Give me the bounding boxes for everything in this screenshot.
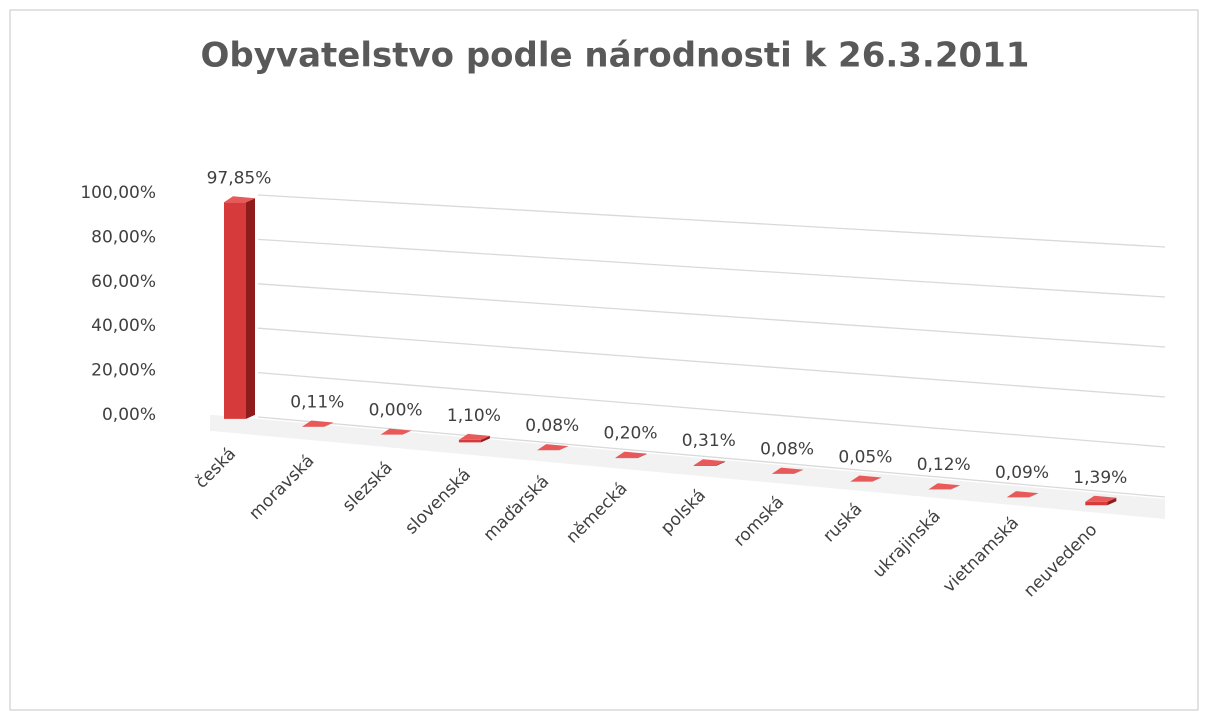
bar-top: [537, 444, 569, 451]
bar: [615, 451, 647, 459]
bar-side: [324, 422, 334, 427]
bar: [772, 467, 804, 474]
value-label: 0,00%: [369, 401, 423, 421]
y-tick-label: 60,00%: [91, 272, 156, 292]
value-label: 0,31%: [682, 431, 736, 451]
y-tick-label: 100,00%: [80, 183, 156, 203]
bar-top: [302, 420, 334, 427]
grid-line: [257, 327, 1166, 398]
bar-side: [559, 446, 569, 451]
value-label: 0,11%: [290, 392, 344, 412]
grid-line: [257, 416, 1166, 498]
y-tick-label: 0,00%: [102, 405, 156, 425]
bar-top: [693, 459, 725, 466]
value-label: 0,12%: [917, 455, 971, 475]
bar: [850, 475, 882, 482]
bar: [537, 444, 569, 451]
bar: [224, 196, 255, 419]
chart-title: Obyvatelstvo podle národnosti k 26.3.201…: [201, 36, 1030, 76]
value-label: 0,05%: [838, 448, 892, 468]
bar-side: [246, 198, 255, 419]
y-tick-label: 20,00%: [91, 361, 156, 381]
bar-front: [693, 465, 716, 466]
bar-top: [458, 433, 490, 440]
bar-top: [1085, 495, 1117, 502]
bar-top: [1007, 491, 1038, 498]
y-tick-label: 40,00%: [91, 316, 156, 336]
bar-top: [615, 451, 647, 458]
bar-top: [850, 475, 882, 482]
value-label: 1,39%: [1073, 468, 1127, 488]
bar-side: [1107, 497, 1117, 506]
bar-front: [1085, 501, 1108, 506]
bar-top: [224, 196, 255, 203]
bar-side: [480, 435, 490, 443]
grid-line: [257, 283, 1166, 348]
y-tick-label: 80,00%: [91, 227, 156, 247]
bar-side: [794, 469, 804, 474]
bar-side: [950, 485, 960, 490]
grid-line: [257, 371, 1166, 448]
value-label: 0,08%: [525, 416, 579, 436]
value-label: 0,09%: [995, 463, 1049, 483]
bar-top: [380, 428, 412, 435]
grid-line: [257, 194, 1166, 248]
floor: [210, 414, 1165, 519]
bar-top: [772, 467, 804, 474]
bar-side: [872, 477, 882, 482]
bar: [928, 483, 960, 490]
value-label: 97,85%: [207, 168, 272, 188]
value-label: 1,10%: [447, 406, 501, 426]
bar-side: [637, 453, 647, 459]
bar: [380, 428, 412, 435]
bar-side: [715, 461, 725, 466]
bar-front: [224, 202, 246, 419]
bar: [693, 459, 725, 466]
bar: [302, 420, 334, 427]
value-label: 0,08%: [760, 440, 814, 460]
bar: [1085, 495, 1117, 506]
value-label: 0,20%: [603, 424, 657, 444]
bar: [458, 433, 490, 443]
bar-front: [458, 439, 481, 443]
bar-top: [928, 483, 960, 490]
grid-line: [257, 238, 1166, 298]
chart-frame: [9, 9, 1199, 711]
bar-side: [1029, 493, 1038, 498]
bar: [1007, 491, 1038, 498]
